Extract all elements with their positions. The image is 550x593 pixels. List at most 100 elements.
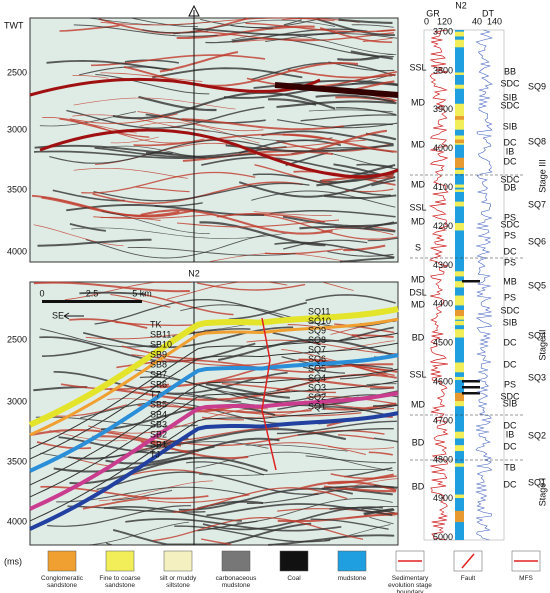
seismic-reflector [81,171,256,194]
legend-label: Fine to coarse sandstone [99,575,141,589]
legend-swatch [47,550,77,572]
seismic-reflector [152,67,303,79]
seismic-reflector [201,416,245,421]
seismic-reflector [206,503,393,517]
seismic-reflector [143,293,234,316]
seismic-reflector [287,324,366,340]
direction-label: SE [52,310,64,320]
seismic-reflector [142,29,209,34]
legend-swatch [163,550,193,572]
seismic-reflector [135,186,190,193]
seismic-reflector [33,224,124,247]
facies-label: DC [504,479,517,489]
seismic-reflector [154,202,203,208]
sequence-label: SQ6 [528,236,546,246]
facies-label: BD [412,481,425,491]
scale-bar [42,300,142,303]
seismic-reflector [72,114,211,132]
y-unit: (ms) [4,556,22,566]
seismic-reflector [133,369,320,395]
seismic-reflector [305,294,396,304]
facies-label: MD [411,399,425,409]
seismic-reflector [176,219,340,228]
legend-label: carbonaceous mudstone [215,575,257,589]
seismic-reflector [101,211,210,234]
lithology-bed [455,107,464,117]
coal-bed [462,380,480,383]
horizon-label: SQ9 [308,325,326,335]
legend-swatch [105,550,135,572]
seismic-reflector [41,346,103,357]
seismic-reflector [282,133,397,153]
facies-label: SDC [500,100,520,110]
lithology-bed [455,510,464,517]
seismic-reflector [308,109,393,113]
seismic-reflector [346,163,396,178]
depth-label: 4900 [433,493,453,503]
seismic-reflector [339,326,394,342]
horizon [29,332,399,450]
lithology-bed [455,445,464,452]
seismic-reflector [343,244,386,252]
seismic-reflector [173,19,336,35]
gr-curve [428,29,449,541]
horizon-label: SB3 [150,419,167,429]
dt-range: 140 [487,16,502,26]
seismic-reflector [181,118,344,131]
coal-bed [462,280,480,283]
horizon-label: SB11 [150,329,171,339]
seismic-reflector [268,534,395,546]
stage-label: Stage III [537,159,547,193]
horizon-label: TJ [150,449,160,459]
well-name: N2 [188,268,200,278]
lithology-bed [455,139,464,144]
seismic-reflector [205,28,368,44]
seismic-reflector [313,478,398,494]
depth-label: 5000 [433,532,453,542]
seismic-reflector [139,376,327,403]
seismic-reflector [42,116,205,144]
seismic-reflector [73,97,236,110]
seismic-reflector [283,239,368,250]
lithology-bed [455,189,464,192]
scale-label: 5 km [132,288,152,298]
facies-label: DSL [409,287,427,297]
seismic-reflector [257,442,367,455]
depth-label: 4000 [433,143,453,153]
seismic-reflector [334,340,395,352]
seismic-reflector [310,518,389,530]
horizon-label: SB6 [150,379,167,389]
legend-label: mudstone [337,575,367,582]
seismic-reflector [305,455,396,464]
well-symbol [188,4,200,17]
seismic-reflector [109,388,291,401]
seismic-reflector [34,144,173,155]
depth-label: 4700 [433,415,453,425]
seismic-reflector [33,281,190,293]
seismic-reflector [159,376,394,389]
horizon [29,353,399,473]
sequence-label: SQ5 [528,280,546,290]
seismic-reflector [316,18,395,37]
seismic-reflector [80,401,285,425]
facies-label: SIB [503,121,518,131]
seismic-reflector [327,446,395,450]
lithology-bed [455,362,464,373]
sequence-label: SQ7 [528,199,546,209]
horizon [29,342,399,460]
gr-range: 0 [424,16,429,26]
facies-label: MB [503,276,517,286]
seismic-reflector [83,326,294,349]
seismic-reflector [235,411,362,417]
seismic-reflector [352,80,395,92]
strong-reflector [274,82,399,98]
lithology-bed [455,121,464,130]
facies-label: DC [504,246,517,256]
facies-label: DC [504,420,517,430]
facies-label: DC [504,337,517,347]
seismic-reflector [315,94,394,103]
seismic-reflector [123,62,359,87]
seismic-reflector [110,136,159,144]
seismic-reflector [53,370,288,395]
